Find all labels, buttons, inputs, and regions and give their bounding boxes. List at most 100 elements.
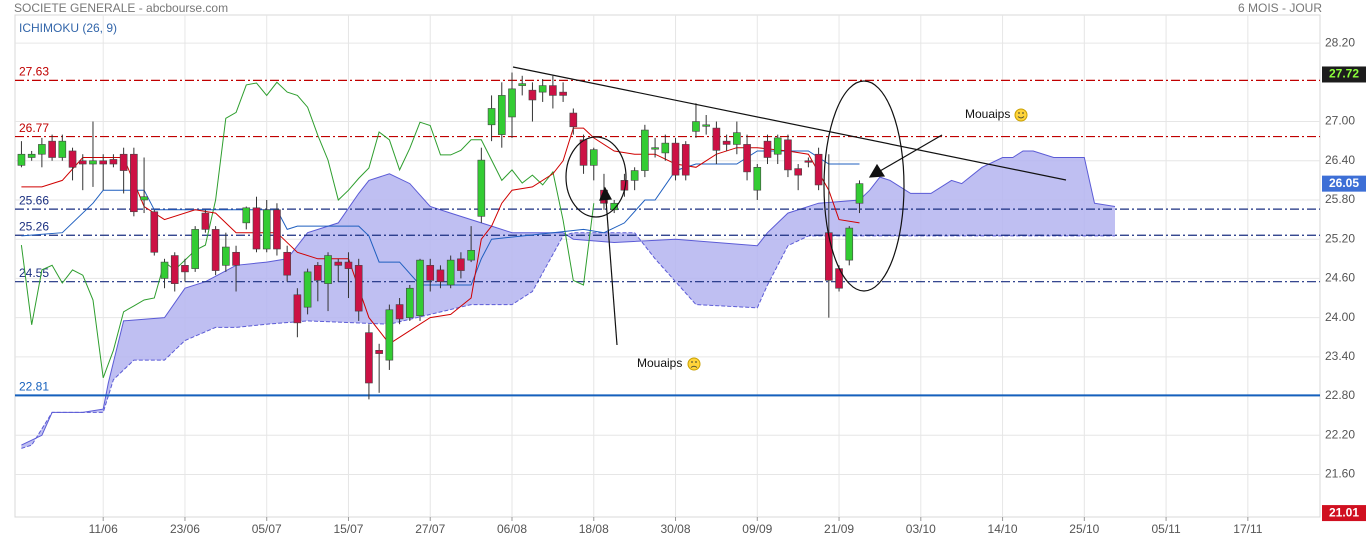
candle-body: [416, 259, 424, 316]
candle-body: [773, 137, 782, 155]
y-tick-label: 22.80: [1325, 388, 1355, 402]
candle-body: [181, 265, 189, 273]
candle-body: [262, 209, 271, 250]
level-label: 22.81: [19, 380, 49, 394]
price-marker: [1322, 175, 1366, 192]
x-tick-label: 03/10: [906, 522, 936, 536]
cloud-upper-line: [21, 150, 1116, 446]
candle-body: [467, 250, 475, 261]
candle-body: [814, 153, 823, 186]
level-label: 27.63: [19, 65, 49, 79]
y-tick-label: 25.20: [1325, 231, 1355, 245]
price-marker-label: 27.72: [1329, 67, 1359, 81]
arrow-head: [868, 163, 886, 178]
arrow-line: [605, 199, 618, 346]
candle-body: [528, 89, 537, 101]
x-tick-label: 15/07: [333, 522, 363, 536]
candle-body: [395, 304, 404, 320]
level-label: 25.66: [19, 193, 49, 207]
chart-title: SOCIETE GENERALE - abcbourse.com: [14, 1, 228, 15]
candle-body: [38, 144, 46, 155]
candle-body: [845, 227, 854, 261]
candle-body: [855, 183, 864, 204]
candle-body: [651, 147, 659, 150]
candle-body: [569, 112, 578, 128]
candle-body: [314, 265, 322, 281]
candle-body: [119, 153, 128, 171]
x-tick-label: 11/06: [89, 522, 118, 536]
y-tick-label: 23.40: [1325, 349, 1355, 363]
candle-body: [743, 144, 751, 173]
candle-body: [446, 259, 455, 286]
candle-body: [232, 251, 240, 266]
candle-body: [375, 350, 383, 354]
candle-body: [825, 232, 833, 281]
price-marker: [1322, 66, 1366, 83]
candle-body: [191, 229, 199, 269]
level-label: 25.26: [19, 219, 49, 233]
candle-body: [68, 150, 77, 168]
candle-body: [140, 196, 148, 201]
circle-annotation: [565, 136, 627, 218]
candle-body: [753, 166, 762, 191]
candle-body: [671, 142, 680, 176]
candle-body: [794, 168, 802, 176]
indicator-line: [21, 127, 860, 345]
candle-body: [170, 255, 179, 284]
period-label: 6 MOIS - JOUR: [1238, 1, 1322, 15]
candle-body: [702, 124, 710, 127]
candle-body: [835, 268, 843, 289]
candle-body: [242, 207, 251, 224]
smiley-icon: [1014, 108, 1028, 122]
candle-body: [293, 294, 302, 324]
x-tick-label: 05/07: [252, 522, 282, 536]
annotation-text: Mouaips: [965, 107, 1010, 121]
candle-body: [477, 159, 486, 217]
candle-body: [273, 209, 281, 250]
candle-body: [344, 261, 353, 269]
candle-body: [109, 159, 118, 165]
trend-line: [512, 66, 1067, 181]
candle-body: [130, 153, 138, 213]
worried-icon: [687, 357, 701, 371]
annotation-text: Mouaips: [637, 356, 682, 370]
candle-body: [538, 85, 547, 93]
annotations: [512, 66, 1067, 346]
candle-body: [303, 271, 312, 308]
indicator-line: [20, 81, 595, 378]
candle-body: [712, 127, 721, 151]
x-tick-label: 25/10: [1069, 522, 1099, 536]
level-label: 26.77: [19, 121, 49, 135]
y-tick-label: 21.60: [1325, 467, 1355, 481]
candle-body: [579, 139, 588, 166]
candle-body: [436, 269, 445, 282]
y-tick-label: 28.20: [1325, 35, 1355, 49]
candle-body: [589, 149, 598, 166]
x-tick-label: 23/06: [170, 522, 200, 536]
price-marker-label: 26.05: [1329, 176, 1359, 190]
plot-layer: 21.60 22.20 22.80 23.40 24.00 24.60 25.20 25.80…: [14, 14, 1366, 536]
y-tick-label: 24.00: [1325, 310, 1355, 324]
candle-body: [681, 144, 690, 176]
candle-body: [222, 246, 230, 266]
candle-body: [211, 229, 220, 271]
candle-body: [89, 160, 97, 165]
level-label: 24.55: [19, 266, 49, 280]
candle-body: [692, 121, 700, 132]
candle-body: [78, 160, 87, 165]
candle-body: [252, 207, 261, 250]
candle-body: [487, 108, 496, 126]
candle-body: [201, 212, 210, 230]
candle-body: [354, 265, 363, 312]
x-tick-label: 09/09: [742, 522, 772, 536]
y-tick-label: 24.60: [1325, 271, 1355, 285]
candle-body: [722, 140, 731, 145]
candle-body: [457, 258, 465, 271]
x-tick-label: 30/08: [661, 522, 691, 536]
plot-frame: [14, 14, 1321, 518]
candle-body: [406, 287, 414, 318]
x-tick-label: 05/11: [1152, 522, 1181, 536]
y-tick-label: 22.20: [1325, 427, 1355, 441]
candle-body: [661, 142, 670, 154]
ellipse-annotation: [823, 80, 905, 292]
